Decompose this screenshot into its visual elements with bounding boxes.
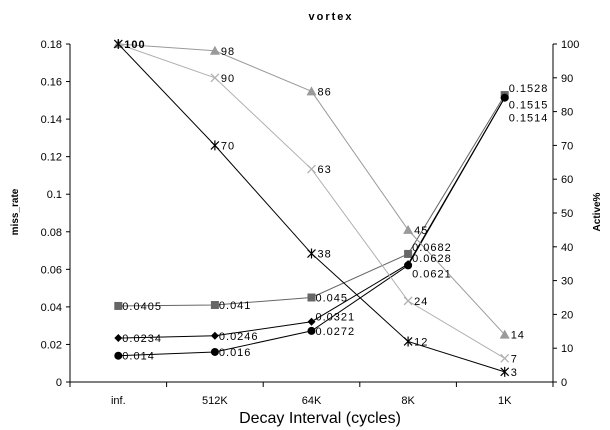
y-tick-label: 0.16 <box>41 77 62 89</box>
y2-tick-label: 10 <box>561 343 573 355</box>
data-label: 90 <box>221 73 235 85</box>
data-label: 0.0272 <box>316 326 356 338</box>
y-axis-label: miss_rate <box>10 188 21 235</box>
y2-tick-label: 100 <box>561 39 579 51</box>
data-label: 0.0628 <box>412 253 452 265</box>
data-label: 0.0321 <box>316 312 356 324</box>
data-label: 0.1514 <box>509 113 549 125</box>
y-tick-label: 0.18 <box>41 39 62 51</box>
data-point <box>114 334 123 343</box>
data-label: 0.0621 <box>412 268 452 280</box>
y2-tick-label: 30 <box>561 276 573 288</box>
y2-tick-label: 40 <box>561 242 573 254</box>
data-label: 0.1528 <box>509 83 549 95</box>
data-label: 0.041 <box>219 300 252 312</box>
y-tick-label: 0.02 <box>41 339 62 351</box>
y2-tick-label: 80 <box>561 107 573 119</box>
data-label: 0.0234 <box>122 333 162 345</box>
data-point <box>307 293 316 302</box>
data-point <box>307 164 316 174</box>
y2-tick-label: 60 <box>561 174 573 186</box>
data-point <box>210 331 219 340</box>
data-label: 0.045 <box>316 293 349 305</box>
y-tick-label: 0.1 <box>47 189 62 201</box>
data-label: 12 <box>414 336 428 348</box>
data-point <box>403 224 414 234</box>
y2-tick-label: 0 <box>561 377 567 389</box>
data-point <box>500 366 510 377</box>
data-point <box>307 326 316 335</box>
data-label: 0.0246 <box>219 331 259 343</box>
series-diamond <box>114 93 509 343</box>
data-label: 3 <box>511 367 518 379</box>
data-point <box>114 301 123 310</box>
data-point <box>210 347 219 356</box>
data-point <box>307 248 316 259</box>
data-label: 14 <box>511 330 525 342</box>
data-point <box>113 39 123 49</box>
data-label: 0.014 <box>122 351 155 363</box>
y-tick-label: 0.08 <box>41 227 62 239</box>
data-point <box>403 336 413 347</box>
y-tick-label: 0 <box>56 377 62 389</box>
x-tick-label: 64K <box>302 395 322 407</box>
chart-title: vortex <box>308 11 353 23</box>
data-point <box>499 329 510 339</box>
y2-tick-label: 20 <box>561 309 573 321</box>
data-point <box>210 301 219 310</box>
data-label: 0.1515 <box>509 100 549 112</box>
y2-axis-label: Active% <box>592 192 603 231</box>
data-label: 86 <box>318 86 332 98</box>
y-tick-label: 0.06 <box>41 264 62 276</box>
series-circle <box>114 93 509 360</box>
data-label: 24 <box>414 296 428 308</box>
data-point <box>209 45 220 55</box>
data-point <box>210 140 220 151</box>
data-label: 0.0405 <box>122 301 162 313</box>
data-label: 70 <box>221 140 235 152</box>
x-axis-label: Decay Interval (cycles) <box>239 410 401 427</box>
series-line <box>118 97 506 339</box>
series-layer <box>113 39 510 377</box>
data-label: 100 <box>124 39 145 51</box>
x-tick-label: 512K <box>202 395 228 407</box>
data-label: 63 <box>318 164 332 176</box>
y-tick-label: 0.12 <box>41 152 62 164</box>
data-label: 0.016 <box>219 347 252 359</box>
data-point <box>500 93 509 102</box>
x-tick-label: 1K <box>498 395 512 407</box>
data-point <box>114 351 123 360</box>
data-point <box>404 261 413 270</box>
x-tick-label: inf. <box>111 395 126 407</box>
y2-tick-label: 50 <box>561 208 573 220</box>
y-tick-label: 0.04 <box>41 302 62 314</box>
data-point <box>306 86 317 96</box>
data-point <box>210 73 220 83</box>
axes: 0 0.02 0.04 0.06 0.08 0.1 0.12 0.14 0.16 0.18 0 10 2… <box>41 39 580 407</box>
y2-tick-label: 90 <box>561 73 573 85</box>
series-star <box>113 39 510 377</box>
data-point <box>500 353 510 363</box>
data-label: 7 <box>511 353 518 365</box>
series-line <box>118 97 506 357</box>
data-point <box>404 249 413 258</box>
data-label: 0.0682 <box>412 242 452 254</box>
data-point <box>403 296 413 306</box>
y-tick-label: 0.14 <box>41 114 62 126</box>
x-tick-label: 8K <box>401 395 415 407</box>
data-point <box>307 317 316 326</box>
data-label: 98 <box>221 46 235 58</box>
data-labels: 0.0405 0.041 0.045 0.0682 0.1528 0.0234 0.0246… <box>122 39 549 379</box>
y2-tick-label: 70 <box>561 140 573 152</box>
data-label: 45 <box>414 225 428 237</box>
data-label: 38 <box>318 249 332 261</box>
